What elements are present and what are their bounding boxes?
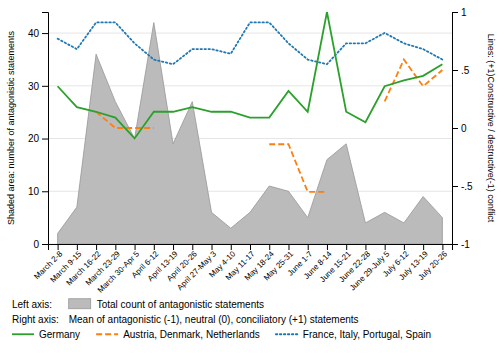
chart: March 2-8March 9-15March 16-22March 23-2…	[0, 0, 500, 362]
x-tick-mark	[96, 244, 97, 250]
x-tick-mark	[423, 244, 424, 250]
y2-tick-label: 1	[461, 7, 467, 18]
y-tick-mark	[42, 139, 48, 140]
y2-axis-title: Lines: (+1)Constructive / destructive(-1…	[486, 34, 496, 223]
y2-tick-label: 0	[461, 123, 467, 134]
y-tick: 30	[28, 81, 48, 92]
y-tick-mark	[42, 191, 48, 192]
legend-text: Mean of antagonistic (-1), neutral (0), …	[69, 314, 359, 325]
y-tick-label: 30	[28, 81, 40, 92]
y2-tick-mark	[452, 128, 458, 129]
line	[58, 22, 443, 64]
legend: Left axis: Right axis: Total count of anta…	[12, 299, 431, 340]
y-tick: 40	[28, 28, 48, 39]
y2-tick-mark	[452, 70, 458, 71]
x-axis-line	[49, 245, 453, 251]
x-axis: March 2-8March 9-15March 16-22March 23-2…	[32, 244, 452, 295]
y2-axis-line	[453, 13, 459, 245]
y-tick-label: 10	[28, 186, 40, 197]
line	[58, 12, 443, 138]
y2-tick-label: .5	[461, 65, 470, 76]
plot-area: March 2-8March 9-15March 16-22March 23-2…	[6, 7, 496, 295]
x-tick-mark	[442, 244, 443, 250]
x-tick-mark	[308, 244, 309, 250]
x-tick-mark	[346, 244, 347, 250]
x-tick-mark	[115, 244, 116, 250]
x-tick-mark	[192, 244, 193, 250]
x-tick-mark	[173, 244, 174, 250]
y-tick: 20	[28, 133, 48, 144]
y2-tick: .5	[452, 65, 470, 76]
x-tick-mark	[365, 244, 366, 250]
legend-label: Left axis:	[12, 299, 52, 310]
line	[96, 60, 442, 192]
y2-tick: -.5	[452, 181, 473, 192]
grid-line	[48, 33, 452, 34]
marks	[58, 12, 443, 244]
x-tick-mark	[404, 244, 405, 250]
legend-label: Right axis:	[12, 314, 59, 325]
area	[58, 23, 443, 244]
x-tick-mark	[269, 244, 270, 250]
y-tick-label: 20	[28, 133, 40, 144]
y-tick-mark	[42, 244, 48, 245]
y-tick-mark	[42, 86, 48, 87]
y-axis-title: Shaded area: number of antagonistic stat…	[6, 30, 16, 225]
legend-line-sample	[276, 333, 298, 335]
y-tick: 10	[28, 186, 48, 197]
y2-tick: 0	[452, 123, 467, 134]
x-tick-mark	[250, 244, 251, 250]
legend-entry: Austria, Denmark, Netherlands	[123, 329, 260, 340]
y-tick-mark	[42, 33, 48, 34]
x-tick-mark	[212, 244, 213, 250]
x-tick-mark	[58, 244, 59, 250]
y2-tick: 1	[452, 7, 467, 18]
x-tick: July 20-26	[416, 244, 449, 282]
x-tick-mark	[77, 244, 78, 250]
legend-entry: France, Italy, Portugal, Spain	[303, 329, 431, 340]
y-tick: 0	[33, 239, 48, 250]
legend-lines: Germany Austria, Denmark, Netherlands Fran…	[12, 329, 431, 340]
x-tick-mark	[135, 244, 136, 250]
legend-line-sample	[12, 333, 34, 335]
x-tick-mark	[385, 244, 386, 250]
legend-entry: Total count of antagonistic statements	[97, 299, 264, 310]
y2-tick-mark	[452, 186, 458, 187]
y-tick-label: 0	[33, 239, 39, 250]
y2-tick-label: -.5	[461, 181, 473, 192]
y2-tick-mark	[452, 244, 458, 245]
y-tick-label: 40	[28, 28, 40, 39]
x-tick-mark	[327, 244, 328, 250]
y2-tick-mark	[452, 12, 458, 13]
y-axis: 0 10 20 30 40	[28, 13, 49, 250]
y-axis-line	[42, 13, 49, 245]
x-tick-mark	[288, 244, 289, 250]
legend-line-sample	[96, 333, 118, 335]
x-tick-mark	[154, 244, 155, 250]
legend-swatch	[69, 299, 91, 309]
y2-tick-label: -1	[461, 239, 470, 250]
y2-tick: -1	[452, 239, 470, 250]
y2-axis: -1 -.5 0 .5 1	[452, 7, 473, 250]
legend-entry: Germany	[39, 329, 80, 340]
x-tick-label: July 20-26	[416, 249, 449, 282]
x-tick-mark	[231, 244, 232, 250]
